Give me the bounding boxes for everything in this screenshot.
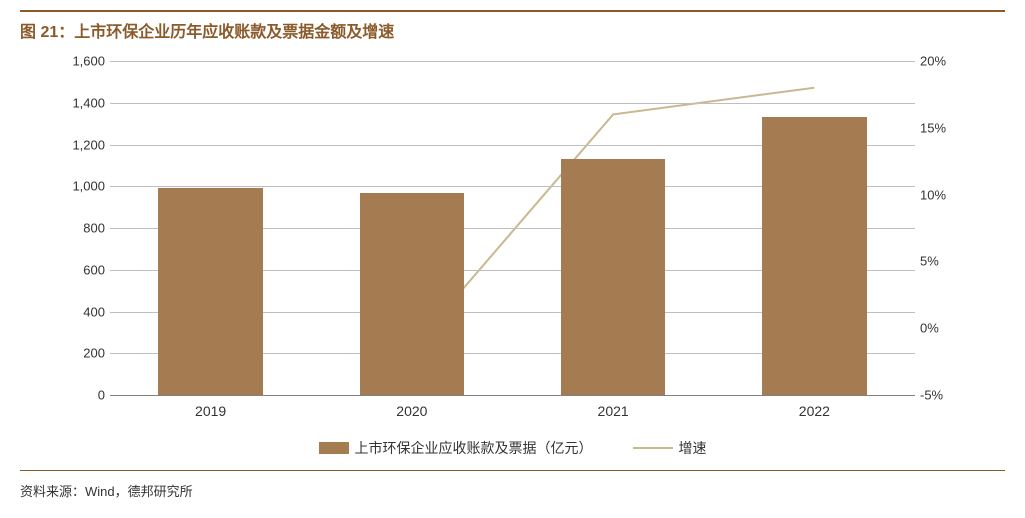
x-tick-label: 2019 [195,403,226,419]
y-left-tick-label: 800 [50,221,105,236]
x-tick-label: 2020 [396,403,427,419]
y-left-tick-label: 1,400 [50,95,105,110]
y-right-tick-label: 5% [920,254,975,269]
legend-item-bar: 上市环保企业应收账款及票据（亿元） [319,438,593,458]
y-left-tick-label: 1,200 [50,137,105,152]
y-right-tick-label: 0% [920,321,975,336]
figure-title: 图 21：上市环保企业历年应收账款及票据金额及增速 [20,24,394,41]
y-left-tick-label: 600 [50,262,105,277]
legend-bar-swatch [319,442,349,454]
gridline [110,103,915,104]
y-right-tick-label: -5% [920,388,975,403]
y-right-tick-label: 15% [920,120,975,135]
y-right-tick-label: 10% [920,187,975,202]
gridline [110,61,915,62]
source-text: 资料来源：Wind，德邦研究所 [20,477,1005,500]
bar [762,117,867,395]
chart-area: 0 200 400 600 800 1,000 1,200 1,400 1,600 -5% 0% 5%… [50,56,975,426]
legend-bar-label: 上市环保企业应收账款及票据（亿元） [355,438,593,458]
chart-container: 图 21：上市环保企业历年应收账款及票据金额及增速 0 200 400 600 800 1… [0,0,1025,510]
footer-divider [20,470,1005,471]
bar [360,193,465,395]
x-tick-label: 2022 [799,403,830,419]
legend-line-label: 增速 [679,438,707,458]
y-left-tick-label: 400 [50,304,105,319]
y-left-tick-label: 0 [50,388,105,403]
plot-region: 02004006008001,0001,2001,4001,600-5%0%5%… [110,61,915,396]
y-left-tick-label: 200 [50,346,105,361]
y-right-tick-label: 20% [920,54,975,69]
title-bar: 图 21：上市环保企业历年应收账款及票据金额及增速 [20,10,1005,48]
legend: 上市环保企业应收账款及票据（亿元） 增速 [20,438,1005,458]
x-tick-label: 2021 [598,403,629,419]
y-left-tick-label: 1,600 [50,54,105,69]
bar [158,188,263,395]
legend-item-line: 增速 [633,438,707,458]
y-left-tick-label: 1,000 [50,179,105,194]
bar [561,159,666,395]
legend-line-swatch [633,447,673,449]
